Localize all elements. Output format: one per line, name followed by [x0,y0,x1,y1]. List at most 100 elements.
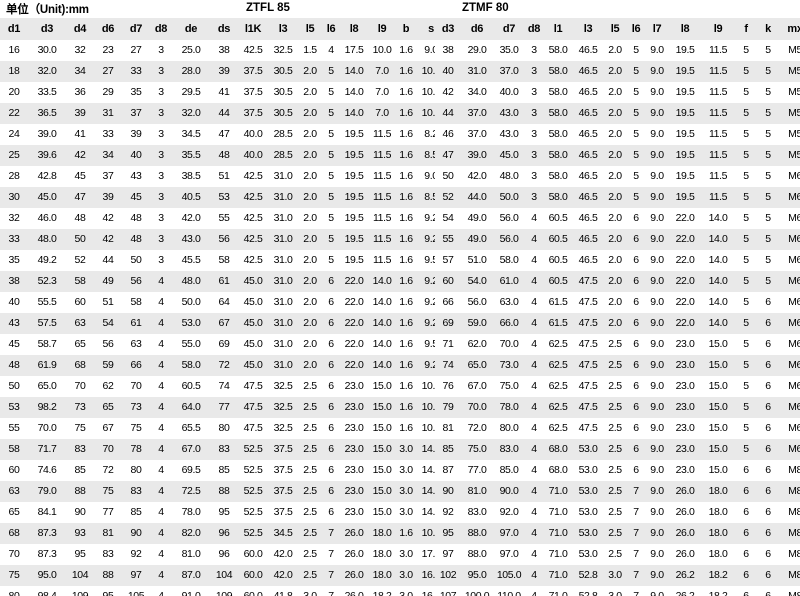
cell-ds: 44 [210,103,238,124]
cell-d4: 41 [66,124,94,145]
cell-d7: 37.0 [493,61,525,82]
cell-d6: 88.0 [461,544,493,565]
cell-l1: 58.0 [543,61,573,82]
table-row: 35 49.2 52 44 50 3 45.5 58 42.5 31.0 2.0 5 19.5 11.5 1… [0,250,446,271]
cell-d8: 3 [150,229,172,250]
cell-f: 5 [735,313,757,334]
right-col-header-l1: l1 [543,18,573,40]
cell-l7: 9.0 [645,460,669,481]
cell-ds: 96 [210,544,238,565]
cell-d6: 44.0 [461,187,493,208]
cell-l1: 58.0 [543,187,573,208]
cell-f: 5 [735,82,757,103]
cell-de: 42.0 [172,208,210,229]
left-col-header-d1: d1 [0,18,28,40]
cell-l3: 31.0 [268,187,298,208]
cell-mx: M6 [779,418,800,439]
cell-d6: 70.0 [461,397,493,418]
cell-b: 1.6 [396,61,416,82]
cell-d3: 79 [435,397,461,418]
cell-l1: 62.5 [543,334,573,355]
cell-d6: 33 [94,124,122,145]
cell-d7: 43 [122,166,150,187]
cell-d6: 65 [94,397,122,418]
cell-l5: 2.5 [298,565,322,586]
cell-l5: 2.5 [603,502,627,523]
cell-k: 6 [757,439,779,460]
cell-k: 6 [757,355,779,376]
cell-l9: 11.5 [368,145,396,166]
cell-l1: 61.5 [543,292,573,313]
cell-l3: 31.0 [268,229,298,250]
cell-b: 1.6 [396,523,416,544]
cell-l6: 6 [627,208,645,229]
cell-d8: 4 [525,229,543,250]
table-row: 52 44.0 50.0 3 58.0 46.5 2.0 5 9.0 19.5 11.5 5 5 M6 [435,187,800,208]
cell-l6: 5 [627,145,645,166]
cell-l5: 2.5 [603,523,627,544]
right-col-header-f: f [735,18,757,40]
cell-l1: 62.5 [543,418,573,439]
right-table-wrapper: d3 d6 d7 d8 l1 l3 l5 l6 l7 l8 l9 f k mx 38 29.0 35.0 3 58… [435,18,800,596]
cell-ds: 47 [210,124,238,145]
table-row: 25 39.6 42 34 40 3 35.5 48 40.0 28.5 2.0 5 19.5 11.5 1… [0,145,446,166]
cell-l8: 26.0 [340,586,368,596]
cell-k: 6 [757,313,779,334]
table-row: 87 77.0 85.0 4 68.0 53.0 2.5 6 9.0 23.0 15.0 6 6 M8 [435,460,800,481]
cell-d4: 63 [66,313,94,334]
right-col-header-l3: l3 [573,18,603,40]
cell-l8: 23.0 [669,439,701,460]
cell-l1k: 42.5 [238,229,268,250]
cell-l3: 31.0 [268,313,298,334]
cell-l8: 22.0 [669,292,701,313]
cell-d3: 52 [435,187,461,208]
cell-k: 5 [757,61,779,82]
cell-d7: 40 [122,145,150,166]
left-table-body: 16 30.0 32 23 27 3 25.0 38 42.5 32.5 1.5 4 17.5 10.0 1… [0,40,446,596]
cell-l9: 7.0 [368,103,396,124]
left-col-header-l8: l8 [340,18,368,40]
right-col-header-d3: d3 [435,18,461,40]
cell-d8: 4 [525,565,543,586]
cell-l6: 7 [627,481,645,502]
right-col-header-l7: l7 [645,18,669,40]
table-row: 58 71.7 83 70 78 4 67.0 83 52.5 37.5 2.5 6 23.0 15.0 3… [0,439,446,460]
cell-d6: 34.0 [461,82,493,103]
cell-d6: 77 [94,502,122,523]
cell-l6: 5 [322,229,340,250]
cell-d1: 43 [0,313,28,334]
cell-l5: 2.5 [603,439,627,460]
table-row: 47 39.0 45.0 3 58.0 46.5 2.0 5 9.0 19.5 11.5 5 5 M5 [435,145,800,166]
cell-d7: 70.0 [493,334,525,355]
cell-l9: 11.5 [701,145,735,166]
cell-d8: 4 [525,397,543,418]
right-col-header-l5: l5 [603,18,627,40]
cell-b: 1.6 [396,355,416,376]
cell-d8: 3 [525,40,543,61]
table-row: 50 42.0 48.0 3 58.0 46.5 2.0 5 9.0 19.5 11.5 5 5 M6 [435,166,800,187]
cell-d7: 105 [122,586,150,596]
cell-d7: 61.0 [493,271,525,292]
cell-b: 3.0 [396,481,416,502]
cell-l9: 14.0 [701,313,735,334]
cell-l5: 2.5 [298,481,322,502]
table-row: 65 84.1 90 77 85 4 78.0 95 52.5 37.5 2.5 6 23.0 15.0 3… [0,502,446,523]
cell-l8: 23.0 [340,376,368,397]
cell-d4: 58 [66,271,94,292]
cell-l7: 9.0 [645,271,669,292]
cell-d7: 75 [122,418,150,439]
table-row: 50 65.0 70 62 70 4 60.5 74 47.5 32.5 2.5 6 23.0 15.0 1… [0,376,446,397]
cell-l9: 10.0 [368,40,396,61]
table-row: 44 37.0 43.0 3 58.0 46.5 2.0 5 9.0 19.5 11.5 5 5 M5 [435,103,800,124]
cell-l9: 14.0 [368,334,396,355]
cell-l7: 9.0 [645,292,669,313]
cell-l3: 46.5 [573,124,603,145]
cell-l6: 7 [322,586,340,596]
cell-l9: 11.5 [368,166,396,187]
cell-ds: 41 [210,82,238,103]
cell-d3: 55 [435,229,461,250]
cell-d1: 50 [0,376,28,397]
cell-l6: 5 [322,250,340,271]
cell-ds: 67 [210,313,238,334]
cell-d4: 95 [66,544,94,565]
